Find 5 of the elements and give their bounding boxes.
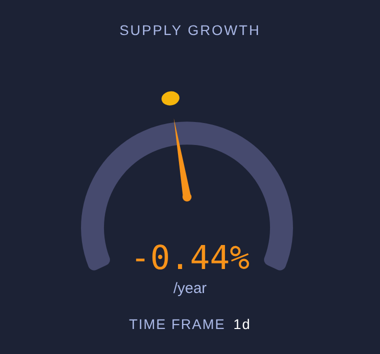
text: 1d xyxy=(233,316,251,332)
text: /year xyxy=(172,280,208,297)
data-label: -0.44% xyxy=(129,238,251,277)
text: TIME FRAME xyxy=(129,316,226,332)
text: SUPPLY GROWTH xyxy=(118,22,262,38)
